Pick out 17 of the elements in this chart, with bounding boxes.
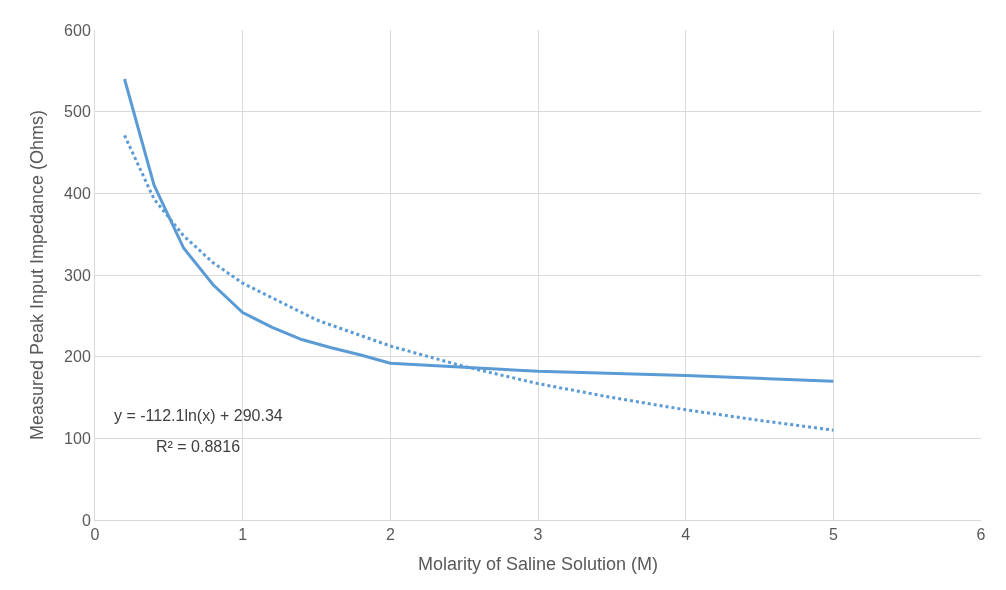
y-tick-label: 200 (64, 348, 91, 366)
y-tick-label: 0 (81, 511, 91, 529)
annotation: y = -112.1ln(x) + 290.34 (114, 407, 283, 424)
x-tick-label: 5 (828, 526, 838, 544)
y-tick-label: 500 (64, 103, 91, 121)
x-tick-label: 3 (533, 526, 543, 544)
y-tick-label: 100 (64, 429, 91, 447)
y-tick-label: 400 (64, 184, 91, 202)
x-tick-label: 2 (385, 526, 395, 544)
y-tick-label: 600 (64, 21, 91, 39)
x-tick-label: 1 (238, 526, 248, 544)
x-tick-label: 4 (681, 526, 691, 544)
annotation: R² = 0.8816 (156, 438, 241, 455)
y-tick-label: 300 (64, 266, 91, 284)
y-axis-title: Measured Peak Input Impedance (Ohms) (27, 109, 48, 441)
x-tick-label: 6 (976, 526, 986, 544)
x-axis-title: Molarity of Saline Solution (M) (417, 554, 659, 575)
